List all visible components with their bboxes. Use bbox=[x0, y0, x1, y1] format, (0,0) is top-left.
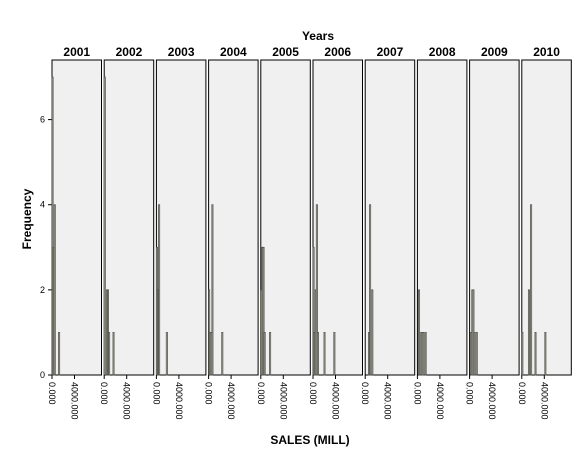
panel-title: 2004 bbox=[220, 45, 247, 59]
histogram-bar bbox=[475, 332, 478, 376]
panel-2004: 2004 0.000 4000.000 bbox=[204, 45, 259, 420]
panel-2010: 2010 0.000 4000.000 bbox=[517, 45, 572, 420]
panel-2002: 2002 0.000 4000.000 bbox=[99, 45, 155, 420]
x-tick-label: 4000.000 bbox=[226, 382, 236, 420]
panel-2005: 2005 0.000 4000.000 bbox=[256, 45, 311, 420]
y-tick-label: 2 bbox=[40, 285, 45, 295]
x-tick-label: 4000.000 bbox=[70, 382, 80, 420]
chart-title: Years bbox=[302, 29, 334, 43]
x-tick-label: 0.000 bbox=[360, 382, 370, 405]
panel-frame bbox=[312, 59, 363, 376]
panel-frame bbox=[364, 59, 416, 376]
histogram-bar bbox=[534, 332, 537, 376]
histogram-bar bbox=[112, 332, 115, 376]
y-tick-label: 4 bbox=[40, 200, 45, 210]
histogram-bar bbox=[103, 76, 106, 376]
x-tick-label: 0.000 bbox=[308, 382, 318, 405]
histogram-bar bbox=[371, 289, 374, 376]
x-tick-label: 0.000 bbox=[99, 382, 109, 405]
panel-frame bbox=[155, 59, 207, 376]
x-tick-label: 4000.000 bbox=[174, 382, 184, 420]
histogram-bar bbox=[58, 332, 61, 376]
histogram-bar bbox=[333, 332, 336, 376]
histogram-bar bbox=[422, 332, 425, 376]
x-tick-label: 0.000 bbox=[517, 382, 527, 405]
x-tick-label: 0.000 bbox=[47, 382, 57, 405]
histogram-bar bbox=[521, 332, 524, 376]
histogram-bar bbox=[158, 204, 161, 376]
histogram-bar bbox=[53, 204, 56, 376]
panel-title: 2001 bbox=[63, 45, 90, 59]
panel-frame bbox=[416, 59, 468, 376]
y-axis: 0 2 4 6 bbox=[40, 115, 52, 380]
histogram-bar bbox=[263, 332, 266, 376]
histogram-bar bbox=[211, 204, 214, 376]
y-axis-title: Frequency bbox=[20, 188, 34, 249]
x-tick-label: 4000.000 bbox=[383, 382, 393, 420]
histogram-bar bbox=[323, 332, 326, 376]
panel-2006: 2006 0.000 4000.000 bbox=[308, 45, 363, 420]
panel-title: 2009 bbox=[481, 45, 508, 59]
panel-title: 2007 bbox=[377, 45, 404, 59]
histogram-bar bbox=[165, 332, 168, 376]
panel-2009: 2009 0.000 4000.000 bbox=[465, 45, 520, 420]
x-tick-label: 0.000 bbox=[204, 382, 214, 405]
panel-frame bbox=[208, 59, 259, 376]
panel-2007: 2007 0.000 4000.000 bbox=[360, 45, 416, 420]
x-tick-label: 4000.000 bbox=[122, 382, 132, 420]
panel-title: 2002 bbox=[116, 45, 143, 59]
histogram-bar bbox=[108, 332, 111, 376]
panel-2001: 2001 0.000 4000.000 bbox=[47, 45, 102, 420]
y-tick-label: 6 bbox=[40, 115, 45, 125]
panel-title: 2005 bbox=[272, 45, 299, 59]
histogram-bar bbox=[530, 204, 533, 376]
x-tick-label: 4000.000 bbox=[278, 382, 288, 420]
histogram-bar bbox=[473, 332, 476, 376]
x-tick-label: 0.000 bbox=[465, 382, 475, 405]
panel-frame bbox=[260, 59, 311, 376]
histogram-bar bbox=[316, 332, 319, 376]
histogram-bar bbox=[51, 76, 54, 376]
x-tick-label: 0.000 bbox=[412, 382, 422, 405]
panel-title: 2006 bbox=[324, 45, 351, 59]
x-tick-label: 4000.000 bbox=[539, 382, 549, 420]
x-tick-label: 0.000 bbox=[151, 382, 161, 405]
panel-2003: 2003 0.000 4000.000 bbox=[151, 45, 207, 420]
panel-frame bbox=[469, 59, 520, 376]
histogram-bar bbox=[262, 246, 265, 376]
x-tick-label: 4000.000 bbox=[435, 382, 445, 420]
panel-frame bbox=[521, 59, 572, 376]
x-tick-label: 4000.000 bbox=[487, 382, 497, 420]
histogram-bar bbox=[527, 289, 530, 376]
histogram-bar bbox=[418, 289, 421, 376]
histogram-bar bbox=[269, 332, 272, 376]
panel-title: 2010 bbox=[533, 45, 560, 59]
panel-2008: 2008 0.000 4000.000 bbox=[412, 45, 468, 420]
histogram-bar bbox=[312, 246, 315, 376]
histogram-bar bbox=[221, 332, 224, 376]
x-tick-label: 0.000 bbox=[256, 382, 266, 405]
x-axis-title: SALES (MILL) bbox=[270, 433, 349, 447]
panels: 2001 0.000 4000.000 2002 0.000 4000.000 2003 0.… bbox=[47, 45, 572, 420]
panel-frame bbox=[103, 59, 155, 376]
panel-frame bbox=[51, 59, 102, 376]
histogram-bar bbox=[424, 332, 427, 376]
histogram-bar bbox=[544, 332, 547, 376]
panel-title: 2003 bbox=[168, 45, 195, 59]
panel-title: 2008 bbox=[429, 45, 456, 59]
histogram-bar bbox=[315, 204, 318, 376]
y-tick-label: 0 bbox=[40, 370, 45, 380]
x-tick-label: 4000.000 bbox=[331, 382, 341, 420]
histogram-bar bbox=[369, 204, 372, 376]
